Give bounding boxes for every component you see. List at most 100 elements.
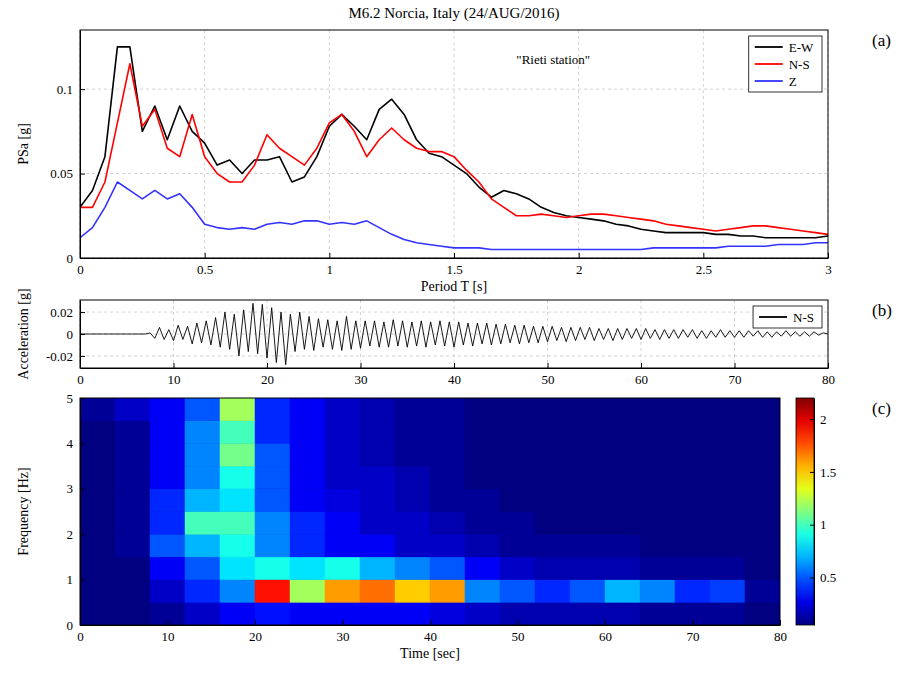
heat-cell	[745, 398, 780, 421]
heat-cell	[185, 398, 220, 421]
tick-mark	[80, 312, 85, 313]
heat-cell	[255, 512, 290, 535]
heat-cell	[430, 534, 465, 557]
tick-label: 20	[249, 629, 262, 644]
legend-label: N-S	[793, 310, 814, 325]
tick-mark	[80, 625, 85, 626]
tick: 0	[67, 618, 86, 633]
tick-label: 80	[774, 629, 787, 644]
tick-mark	[80, 334, 85, 335]
heat-cell	[290, 512, 325, 535]
tick-label: 10	[162, 629, 175, 644]
heat-cell	[640, 443, 675, 466]
tick: 1.5	[446, 253, 462, 277]
tick-label: 0.1	[57, 82, 73, 97]
axis-line	[80, 399, 81, 626]
tick-mark	[810, 577, 814, 578]
heat-cell	[710, 398, 745, 421]
heat-cell	[185, 512, 220, 535]
tick-label: 60	[635, 372, 648, 387]
heat-cell	[675, 534, 710, 557]
heat-cell	[290, 602, 325, 625]
tick: 2	[67, 527, 86, 542]
heat-cell	[430, 602, 465, 625]
tick: 70	[729, 363, 742, 387]
legend: E-WN-SZ	[749, 36, 822, 92]
heat-cell	[115, 602, 150, 625]
tick: 10	[162, 620, 175, 644]
tick-mark	[735, 363, 736, 368]
series-line	[80, 47, 828, 238]
heat-cell	[220, 466, 255, 489]
annotation: "Rieti station"	[516, 52, 590, 67]
heat-cell	[605, 557, 640, 580]
tick-label: 50	[542, 372, 555, 387]
tick-mark	[174, 363, 175, 368]
heat-cell	[745, 557, 780, 580]
heat-cell	[115, 557, 150, 580]
panel-label: (c)	[872, 399, 891, 418]
x-axis: 00.511.522.53	[77, 253, 832, 277]
tick-mark	[267, 363, 268, 368]
series-line	[80, 64, 828, 235]
heat-cell	[185, 443, 220, 466]
heat-cell	[745, 580, 780, 603]
tick: 0.5	[810, 570, 836, 585]
legend-swatch	[755, 63, 783, 65]
heat-cell	[640, 512, 675, 535]
heat-cell	[185, 421, 220, 444]
tick-mark	[168, 620, 169, 625]
heat-cell	[570, 489, 605, 512]
plot-background	[80, 398, 780, 625]
heat-cell	[500, 489, 535, 512]
heat-cell	[325, 398, 360, 421]
y-axis: 00.050.1	[50, 31, 85, 266]
heat-cell	[465, 421, 500, 444]
tick: 50	[512, 620, 525, 644]
heat-cell	[535, 489, 570, 512]
tick-label: 1.5	[446, 262, 462, 277]
heat-cell	[80, 557, 115, 580]
heat-cell	[535, 602, 570, 625]
tick-mark	[80, 398, 85, 399]
heat-cell	[430, 398, 465, 421]
heat-cell	[80, 602, 115, 625]
heat-cell	[605, 398, 640, 421]
heat-cell	[325, 557, 360, 580]
panel: 01020304050607080-0.0200.02N-SAccelerati…	[16, 288, 892, 387]
heat-cell	[395, 512, 430, 535]
grid-line	[80, 355, 828, 356]
heat-cell	[710, 580, 745, 603]
heat-cell	[360, 443, 395, 466]
panel: 00.511.522.5300.050.1 "Rieti station" E-WN…	[16, 30, 891, 294]
heat-cell	[430, 421, 465, 444]
heat-cell	[115, 512, 150, 535]
panel: 010203040506070800123450.511.52Time [sec…	[16, 391, 891, 661]
heat-cell	[605, 512, 640, 535]
heat-cell	[220, 580, 255, 603]
grid-line	[80, 334, 828, 335]
heat-cell	[640, 421, 675, 444]
heat-cell	[640, 557, 675, 580]
plot-area	[80, 303, 828, 364]
heat-cell	[115, 466, 150, 489]
heat-cell	[80, 534, 115, 557]
tick-label: 30	[355, 372, 368, 387]
heat-cell	[675, 580, 710, 603]
heat-cell	[395, 602, 430, 625]
heat-cell	[675, 443, 710, 466]
heat-cell	[605, 466, 640, 489]
heat-cell	[255, 421, 290, 444]
axis-line	[81, 625, 781, 626]
heat-cell	[430, 557, 465, 580]
heat-cell	[220, 534, 255, 557]
heat-cell	[640, 602, 675, 625]
heat-cell	[115, 534, 150, 557]
heat-cell	[535, 557, 570, 580]
tick-label: 2	[67, 527, 74, 542]
tick-label: -0.02	[46, 349, 73, 364]
heat-cell	[640, 580, 675, 603]
tick-label: 0	[77, 372, 84, 387]
tick-mark	[205, 253, 206, 258]
heat-cell	[395, 421, 430, 444]
